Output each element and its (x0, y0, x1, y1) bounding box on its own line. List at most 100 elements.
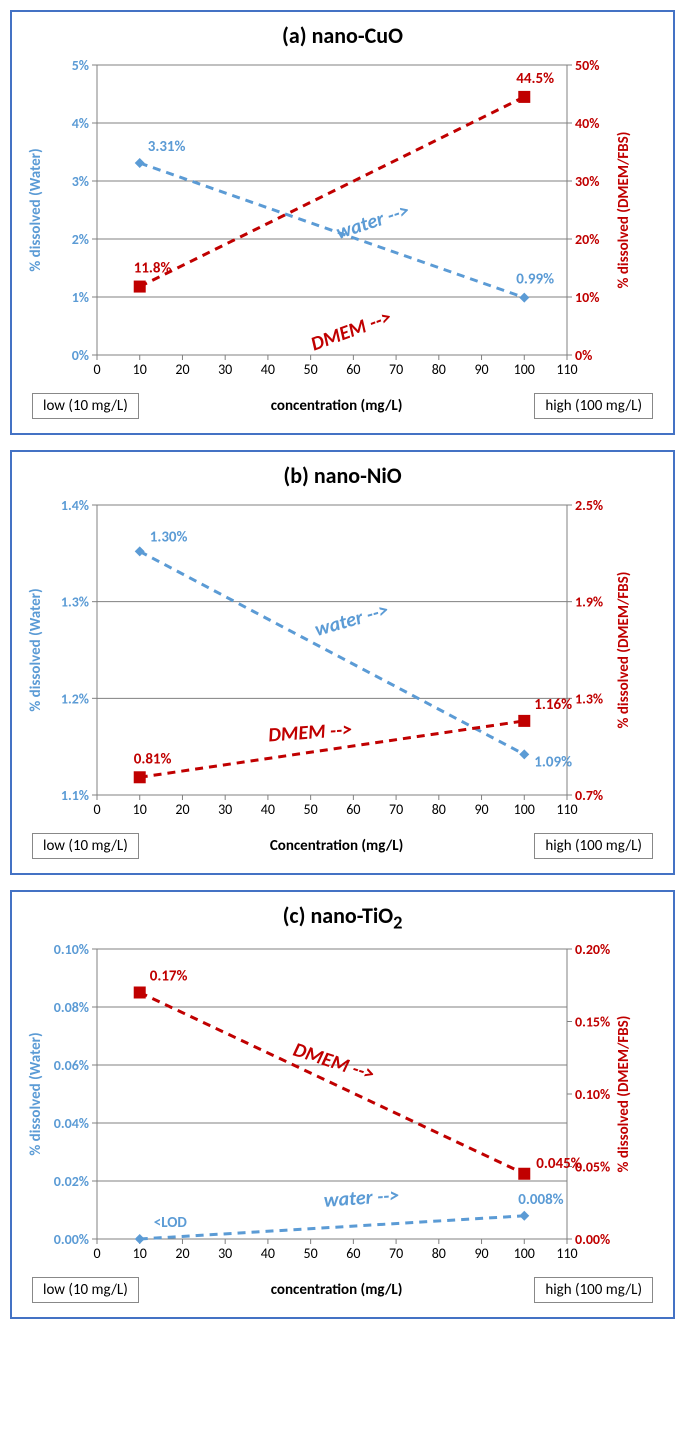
water-point-label: 3.31% (148, 138, 186, 156)
dmem-marker (518, 91, 530, 103)
svg-text:0: 0 (93, 361, 100, 378)
high-box-a: high (100 mg/L) (534, 393, 653, 419)
svg-text:10: 10 (133, 801, 147, 818)
svg-text:0%: 0% (575, 347, 592, 364)
svg-text:20: 20 (175, 1245, 189, 1262)
chart-title-c: (c) nano-TiO2 (22, 902, 663, 933)
water-marker (135, 158, 145, 168)
svg-text:80: 80 (432, 361, 446, 378)
svg-text:40: 40 (261, 361, 275, 378)
svg-text:90: 90 (474, 801, 488, 818)
water-arrow-label: water --> (323, 1184, 400, 1213)
water-marker (519, 293, 529, 303)
svg-text:100: 100 (514, 1245, 535, 1262)
svg-text:0.00%: 0.00% (54, 1231, 89, 1248)
svg-text:50%: 50% (575, 57, 599, 74)
chart-panel-c: (c) nano-TiO2 01020304050607080901001100… (10, 890, 675, 1319)
water-point-label: 0.008% (518, 1191, 563, 1209)
chart-svg-b: 01020304050607080901001101.1%1.2%1.3%1.4… (22, 495, 642, 825)
water-marker (519, 1211, 529, 1221)
svg-text:60: 60 (346, 801, 360, 818)
svg-text:0.02%: 0.02% (54, 1173, 89, 1190)
high-box-c: high (100 mg/L) (534, 1277, 653, 1303)
svg-text:40%: 40% (575, 115, 599, 132)
water-point-label: <LOD (154, 1214, 188, 1232)
chart-svg-c: 01020304050607080901001100.00%0.02%0.04%… (22, 939, 642, 1269)
x-axis-label-b: Concentration (mg/L) (270, 837, 403, 855)
svg-text:100: 100 (514, 801, 535, 818)
svg-text:80: 80 (432, 801, 446, 818)
svg-text:2.5%: 2.5% (575, 497, 603, 514)
dmem-marker (518, 1168, 530, 1180)
svg-text:1.1%: 1.1% (61, 787, 89, 804)
dmem-point-label: 1.16% (534, 696, 572, 714)
chart-panel-a: (a) nano-CuO 01020304050607080901001100%… (10, 10, 675, 435)
svg-text:0%: 0% (72, 347, 89, 364)
water-line (140, 1216, 525, 1239)
svg-text:0.08%: 0.08% (54, 999, 89, 1016)
svg-text:30%: 30% (575, 173, 599, 190)
chart-title-b: (b) nano-NiO (22, 462, 663, 489)
dmem-arrow-label: DMEM --> (267, 718, 353, 748)
dmem-point-label: 11.8% (134, 260, 172, 278)
water-marker (135, 1234, 145, 1244)
svg-text:1.3%: 1.3% (575, 690, 603, 707)
svg-text:70: 70 (389, 801, 403, 818)
svg-text:50: 50 (304, 361, 318, 378)
svg-text:0.10%: 0.10% (54, 941, 89, 958)
y-right-label: % dissolved (DMEM/FBS) (615, 1016, 633, 1173)
chart-title-a: (a) nano-CuO (22, 22, 663, 49)
svg-text:60: 60 (346, 361, 360, 378)
dmem-arrow-label: DMEM --> (308, 305, 395, 356)
high-box-b: high (100 mg/L) (534, 833, 653, 859)
svg-text:0.00%: 0.00% (575, 1231, 610, 1248)
svg-text:0: 0 (93, 801, 100, 818)
svg-text:1.3%: 1.3% (61, 594, 89, 611)
low-box-c: low (10 mg/L) (32, 1277, 139, 1303)
x-axis-label-c: concentration (mg/L) (271, 1281, 403, 1299)
svg-text:60: 60 (346, 1245, 360, 1262)
svg-text:30: 30 (218, 361, 232, 378)
svg-text:4%: 4% (72, 115, 89, 132)
dmem-point-label: 0.81% (134, 750, 172, 768)
water-arrow-label: water --> (333, 199, 413, 245)
low-box-a: low (10 mg/L) (32, 393, 139, 419)
chart-panel-b: (b) nano-NiO 01020304050607080901001101.… (10, 450, 675, 875)
svg-text:20: 20 (175, 801, 189, 818)
svg-text:3%: 3% (72, 173, 89, 190)
svg-text:1.9%: 1.9% (575, 594, 603, 611)
y-left-label: % dissolved (Water) (27, 588, 45, 711)
y-right-label: % dissolved (DMEM/FBS) (615, 572, 633, 729)
svg-text:70: 70 (389, 1245, 403, 1262)
svg-text:90: 90 (474, 361, 488, 378)
svg-text:30: 30 (218, 801, 232, 818)
dmem-point-label: 0.045% (536, 1155, 581, 1173)
svg-text:40: 40 (261, 1245, 275, 1262)
y-right-label: % dissolved (DMEM/FBS) (615, 132, 633, 289)
water-arrow-label: water --> (312, 598, 392, 642)
svg-text:30: 30 (218, 1245, 232, 1262)
svg-text:10: 10 (133, 361, 147, 378)
y-left-label: % dissolved (Water) (27, 148, 45, 271)
svg-text:1.4%: 1.4% (61, 497, 89, 514)
svg-text:0: 0 (93, 1245, 100, 1262)
svg-text:1.2%: 1.2% (61, 690, 89, 707)
dmem-marker (134, 771, 146, 783)
svg-text:0.15%: 0.15% (575, 1014, 610, 1031)
svg-text:1%: 1% (72, 289, 89, 306)
dmem-marker (518, 715, 530, 727)
dmem-line (140, 97, 525, 287)
water-point-label: 1.30% (150, 528, 188, 546)
svg-text:0.20%: 0.20% (575, 941, 610, 958)
svg-text:80: 80 (432, 1245, 446, 1262)
dmem-marker (134, 987, 146, 999)
svg-text:0.04%: 0.04% (54, 1115, 89, 1132)
svg-text:20%: 20% (575, 231, 599, 248)
svg-text:5%: 5% (72, 57, 89, 74)
svg-text:0.7%: 0.7% (575, 787, 603, 804)
y-left-label: % dissolved (Water) (27, 1033, 45, 1156)
svg-text:70: 70 (389, 361, 403, 378)
water-line (140, 163, 525, 298)
svg-text:20: 20 (175, 361, 189, 378)
svg-text:0.10%: 0.10% (575, 1086, 610, 1103)
